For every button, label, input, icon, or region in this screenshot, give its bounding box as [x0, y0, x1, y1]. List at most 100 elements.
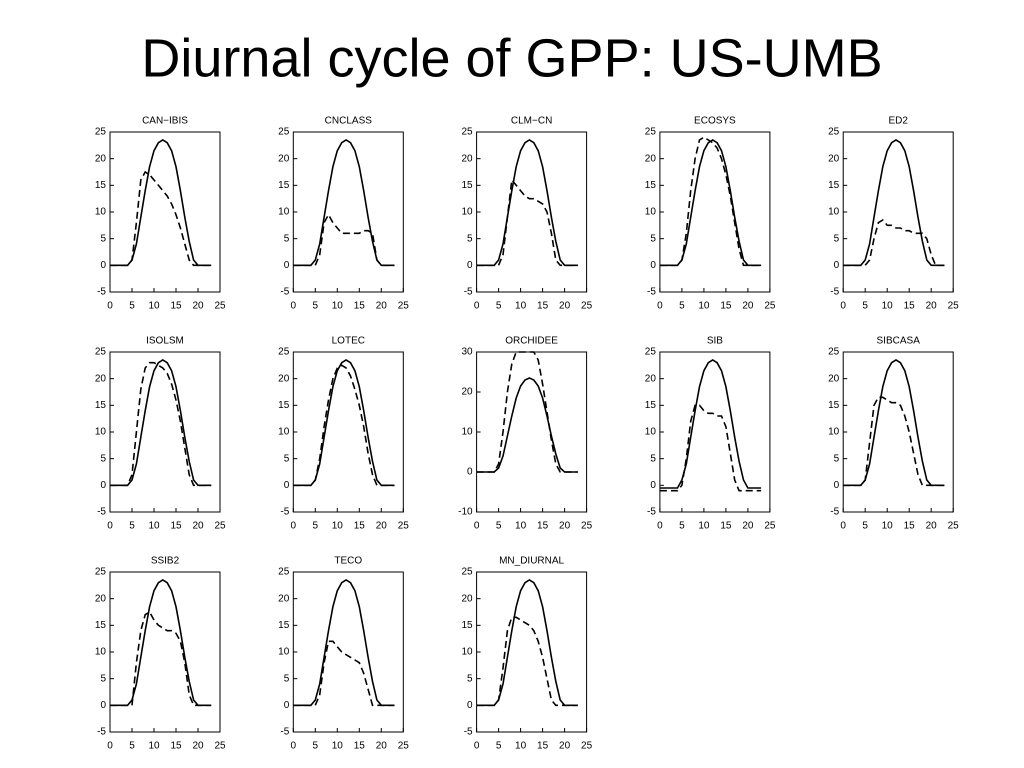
- x-tick-label: 25: [764, 301, 776, 312]
- y-tick-label: 20: [95, 593, 107, 604]
- chart-title: MN_DIURNAL: [499, 556, 564, 567]
- x-tick-label: 5: [679, 521, 685, 532]
- y-tick-label: 15: [461, 620, 473, 631]
- y-tick-label: 0: [284, 700, 290, 711]
- x-tick-label: 20: [192, 301, 204, 312]
- x-tick-label: 10: [332, 521, 344, 532]
- x-tick-label: 20: [742, 301, 754, 312]
- chart-title: SIBCASA: [877, 336, 921, 347]
- plot-frame: [659, 131, 771, 293]
- chart-title: ISOLSM: [146, 336, 184, 347]
- y-tick-label: 5: [284, 233, 290, 244]
- x-tick-label: 10: [332, 301, 344, 312]
- y-tick-label: 0: [834, 480, 840, 491]
- y-tick-label: 0: [650, 480, 656, 491]
- series-line: [659, 136, 762, 267]
- x-tick-label: 15: [354, 741, 366, 752]
- x-tick-label: 10: [882, 521, 894, 532]
- y-tick-label: 10: [461, 207, 473, 218]
- y-tick-label: -5: [97, 287, 106, 298]
- y-tick-label: 10: [645, 207, 657, 218]
- plot-frame: [109, 351, 221, 513]
- series-line: [110, 361, 212, 487]
- x-tick-label: 10: [148, 301, 160, 312]
- series-line: [293, 579, 395, 707]
- x-tick-label: 5: [496, 741, 502, 752]
- y-tick-label: -5: [280, 727, 289, 738]
- series-line: [659, 404, 762, 492]
- x-tick-label: 0: [107, 741, 113, 752]
- y-tick-label: 20: [828, 153, 840, 164]
- y-tick-label: 10: [461, 647, 473, 658]
- y-tick-label: 25: [645, 127, 657, 138]
- series-line: [843, 359, 945, 487]
- x-tick-label: 25: [214, 741, 226, 752]
- y-tick-label: 10: [278, 647, 290, 658]
- y-tick-label: 10: [461, 427, 473, 438]
- x-tick-label: 10: [332, 741, 344, 752]
- y-tick-label: 20: [461, 387, 473, 398]
- x-tick-label: 10: [515, 301, 527, 312]
- x-tick-label: 0: [657, 521, 663, 532]
- series-line: [843, 396, 945, 487]
- x-tick-label: 0: [474, 521, 480, 532]
- y-tick-label: 10: [95, 207, 107, 218]
- series-line: [110, 359, 212, 487]
- chart-title: CAN−IBIS: [142, 116, 188, 127]
- plot-frame: [476, 571, 588, 733]
- x-tick-label: 15: [170, 301, 182, 312]
- x-tick-label: 0: [107, 301, 113, 312]
- y-tick-label: 0: [467, 700, 473, 711]
- x-tick-label: 15: [354, 301, 366, 312]
- x-tick-label: 0: [840, 521, 846, 532]
- x-tick-label: 20: [559, 301, 571, 312]
- y-tick-label: -5: [464, 727, 473, 738]
- series-line: [110, 610, 212, 707]
- x-tick-label: 15: [537, 521, 549, 532]
- y-tick-label: 10: [95, 427, 107, 438]
- y-tick-label: 25: [461, 127, 473, 138]
- y-tick-label: 0: [284, 260, 290, 271]
- y-tick-label: 5: [284, 673, 290, 684]
- x-tick-label: 25: [398, 521, 410, 532]
- series-line: [476, 579, 578, 707]
- series-line: [293, 139, 395, 267]
- x-tick-label: 5: [129, 741, 135, 752]
- y-tick-label: 20: [278, 373, 290, 384]
- y-tick-label: 10: [278, 427, 290, 438]
- y-tick-label: 0: [650, 260, 656, 271]
- y-tick-label: 15: [95, 400, 107, 411]
- y-tick-label: 0: [467, 260, 473, 271]
- x-tick-label: 0: [474, 741, 480, 752]
- x-tick-label: 25: [948, 301, 960, 312]
- x-tick-label: 15: [170, 741, 182, 752]
- y-tick-label: -5: [830, 507, 839, 518]
- x-tick-label: 25: [398, 301, 410, 312]
- y-tick-label: 5: [834, 453, 840, 464]
- series-line: [476, 178, 578, 267]
- y-tick-label: 0: [100, 480, 106, 491]
- x-tick-label: 5: [496, 521, 502, 532]
- y-tick-label: -5: [97, 507, 106, 518]
- chart-title: SIB: [707, 336, 723, 347]
- series-line: [293, 364, 395, 487]
- series-line: [293, 213, 395, 267]
- y-tick-label: 0: [100, 260, 106, 271]
- y-tick-label: 30: [461, 347, 473, 358]
- plot-frame: [109, 131, 221, 293]
- series-line: [843, 218, 945, 267]
- y-tick-label: -5: [464, 287, 473, 298]
- series-line: [843, 139, 945, 267]
- y-tick-label: 25: [645, 347, 657, 358]
- plot-frame: [842, 131, 954, 293]
- x-tick-label: 0: [840, 301, 846, 312]
- x-tick-label: 10: [148, 521, 160, 532]
- x-tick-label: 15: [537, 741, 549, 752]
- y-tick-label: 0: [284, 480, 290, 491]
- x-tick-label: 20: [376, 521, 388, 532]
- x-tick-label: 15: [904, 521, 916, 532]
- x-tick-label: 15: [720, 521, 732, 532]
- series-line: [293, 640, 395, 707]
- x-tick-label: 5: [496, 301, 502, 312]
